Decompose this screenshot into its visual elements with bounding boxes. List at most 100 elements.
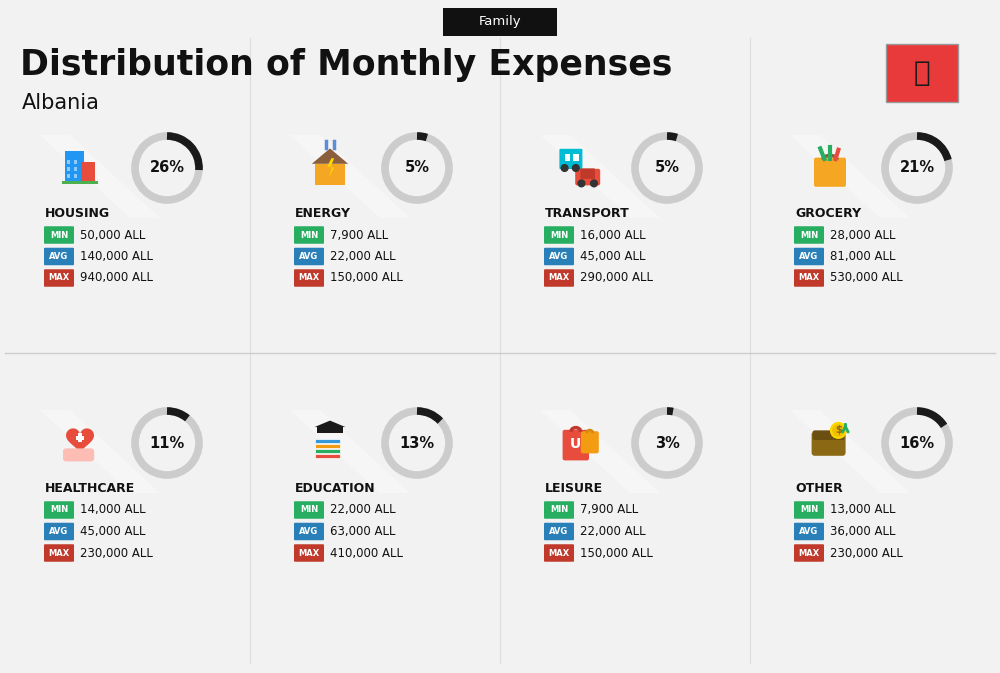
FancyBboxPatch shape [317,427,343,433]
Text: LEISURE: LEISURE [545,481,603,495]
FancyBboxPatch shape [794,523,824,540]
FancyBboxPatch shape [315,449,340,454]
FancyBboxPatch shape [573,154,579,161]
Text: $: $ [835,425,842,435]
Text: AVG: AVG [49,527,69,536]
Text: 7,900 ALL: 7,900 ALL [580,503,638,516]
Text: AVG: AVG [549,252,569,261]
FancyBboxPatch shape [294,269,324,287]
Polygon shape [40,410,160,493]
Polygon shape [327,158,334,178]
Text: Distribution of Monthly Expenses: Distribution of Monthly Expenses [20,48,672,82]
Text: 22,000 ALL: 22,000 ALL [580,525,646,538]
FancyBboxPatch shape [74,174,77,178]
Text: 3%: 3% [655,435,679,450]
Text: 63,000 ALL: 63,000 ALL [330,525,396,538]
FancyBboxPatch shape [76,436,84,439]
FancyBboxPatch shape [294,226,324,244]
Text: 16%: 16% [899,435,935,450]
Text: AVG: AVG [799,527,819,536]
Text: 22,000 ALL: 22,000 ALL [330,250,396,263]
Text: 150,000 ALL: 150,000 ALL [330,271,403,285]
Polygon shape [66,429,94,454]
Text: ENERGY: ENERGY [295,207,351,219]
FancyBboxPatch shape [886,44,958,102]
Text: MAX: MAX [798,548,820,557]
FancyBboxPatch shape [315,444,340,448]
Text: 5%: 5% [654,160,680,176]
FancyBboxPatch shape [563,430,589,460]
Text: EDUCATION: EDUCATION [295,481,376,495]
Text: 11%: 11% [149,435,185,450]
Text: MAX: MAX [298,273,320,283]
Text: 36,000 ALL: 36,000 ALL [830,525,896,538]
Text: 🦅: 🦅 [914,59,930,87]
FancyBboxPatch shape [315,439,340,444]
FancyBboxPatch shape [294,544,324,562]
FancyBboxPatch shape [794,226,824,244]
FancyBboxPatch shape [575,169,600,185]
Text: 5%: 5% [404,160,430,176]
FancyBboxPatch shape [559,149,582,169]
FancyBboxPatch shape [544,226,574,244]
FancyBboxPatch shape [44,544,74,562]
FancyBboxPatch shape [544,501,574,519]
FancyBboxPatch shape [794,544,824,562]
Circle shape [591,180,597,187]
FancyBboxPatch shape [65,151,84,182]
Text: MAX: MAX [48,548,70,557]
Text: GROCERY: GROCERY [795,207,861,219]
FancyBboxPatch shape [44,269,74,287]
Text: MIN: MIN [50,230,68,240]
Polygon shape [315,421,345,427]
Text: TRANSPORT: TRANSPORT [545,207,630,219]
FancyBboxPatch shape [315,164,345,185]
Text: MAX: MAX [548,273,570,283]
FancyBboxPatch shape [44,501,74,519]
Text: AVG: AVG [49,252,69,261]
Text: 21%: 21% [899,160,935,176]
Text: AVG: AVG [549,527,569,536]
FancyBboxPatch shape [565,154,570,161]
Text: HEALTHCARE: HEALTHCARE [45,481,135,495]
FancyBboxPatch shape [294,501,324,519]
Text: 13%: 13% [399,435,435,450]
Text: MIN: MIN [550,505,568,514]
Text: MAX: MAX [48,273,70,283]
Text: 45,000 ALL: 45,000 ALL [80,525,146,538]
FancyBboxPatch shape [294,248,324,265]
Text: MAX: MAX [798,273,820,283]
FancyBboxPatch shape [74,160,77,164]
Text: 530,000 ALL: 530,000 ALL [830,271,903,285]
Text: Family: Family [479,15,521,28]
Text: AVG: AVG [299,527,319,536]
FancyBboxPatch shape [544,269,574,287]
FancyBboxPatch shape [794,269,824,287]
Text: MIN: MIN [300,505,318,514]
Text: 940,000 ALL: 940,000 ALL [80,271,153,285]
Text: MIN: MIN [550,230,568,240]
Circle shape [578,180,585,187]
FancyBboxPatch shape [580,168,595,179]
Text: 13,000 ALL: 13,000 ALL [830,503,896,516]
Text: 22,000 ALL: 22,000 ALL [330,503,396,516]
Circle shape [561,165,568,172]
Text: 290,000 ALL: 290,000 ALL [580,271,653,285]
Text: 45,000 ALL: 45,000 ALL [580,250,646,263]
Text: 81,000 ALL: 81,000 ALL [830,250,896,263]
FancyBboxPatch shape [44,523,74,540]
Text: MIN: MIN [800,230,818,240]
Circle shape [831,423,846,438]
Polygon shape [312,149,348,164]
Text: OTHER: OTHER [795,481,843,495]
Polygon shape [290,410,410,493]
FancyBboxPatch shape [67,160,70,164]
Text: 50,000 ALL: 50,000 ALL [80,229,145,242]
FancyBboxPatch shape [294,523,324,540]
FancyBboxPatch shape [812,431,846,456]
Polygon shape [40,135,160,218]
Polygon shape [540,135,660,218]
FancyBboxPatch shape [544,523,574,540]
Text: 16,000 ALL: 16,000 ALL [580,229,646,242]
Polygon shape [290,135,410,218]
